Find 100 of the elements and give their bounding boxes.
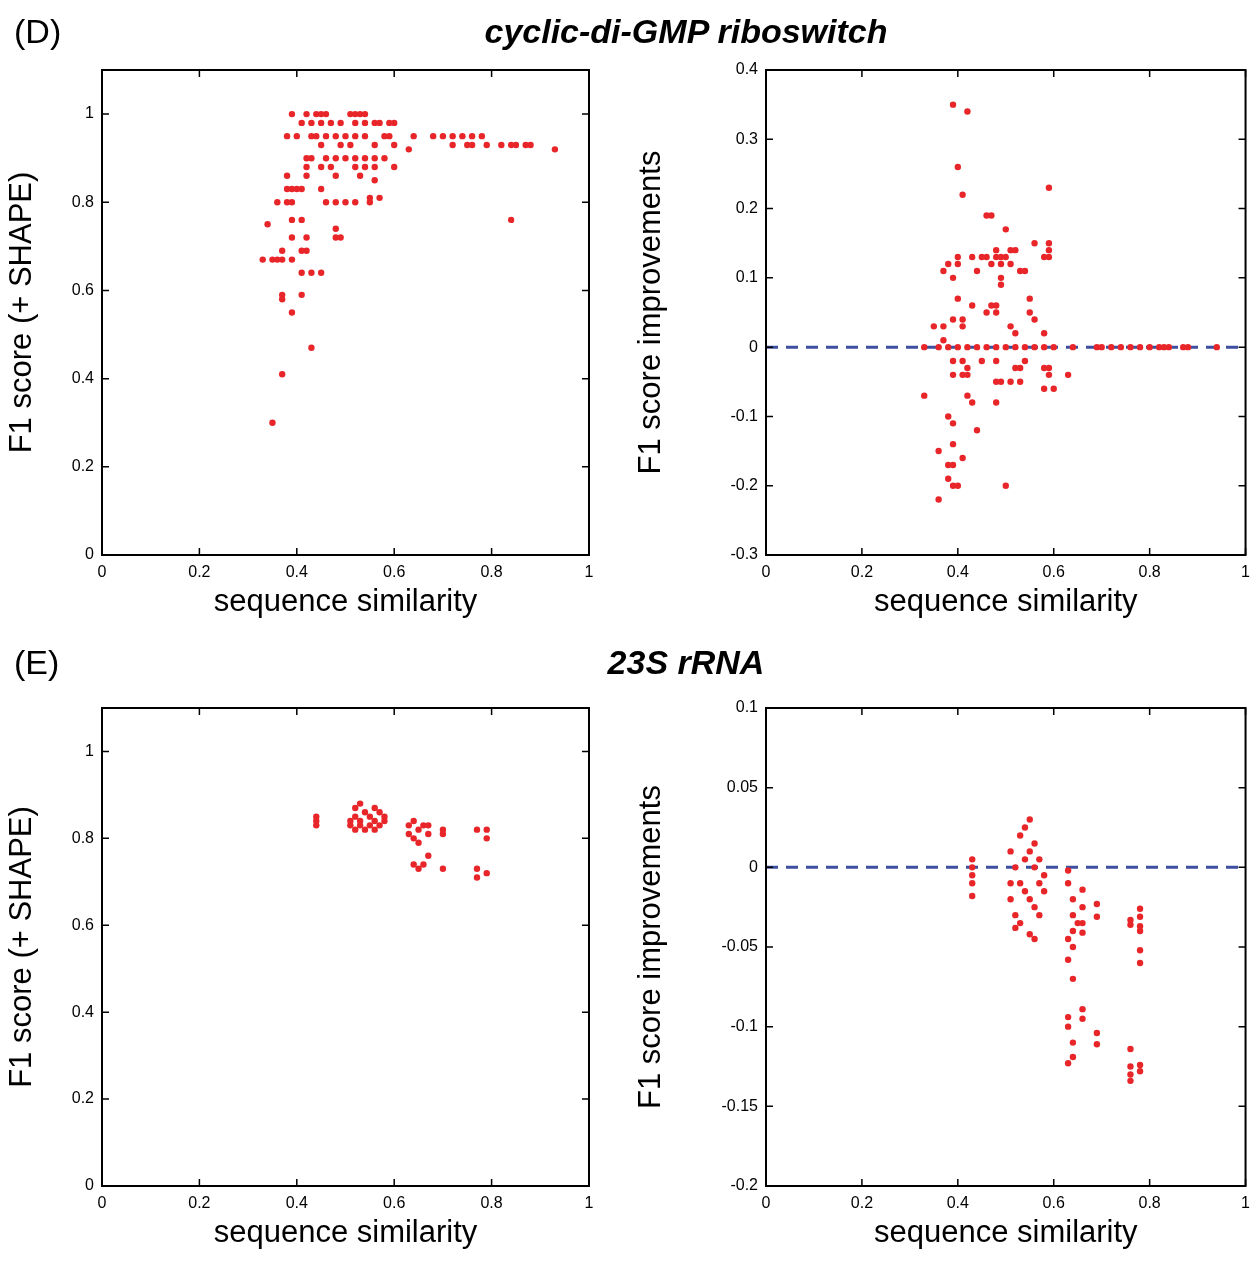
x-tick-label: 0.4 — [946, 563, 970, 581]
x-tick-label: 0 — [761, 1194, 771, 1212]
x-tick-label: 0.4 — [285, 563, 309, 581]
point — [425, 830, 432, 838]
point — [425, 822, 432, 829]
y-tick-label: 0.2 — [71, 457, 95, 475]
y-tick-label: 0.4 — [71, 369, 95, 387]
point — [371, 826, 378, 833]
y-tick-label: 0.8 — [71, 192, 95, 210]
y-tick-label: 0.6 — [71, 915, 95, 933]
y-tick-label: 0 — [85, 1176, 95, 1194]
text: (D) — [14, 12, 62, 51]
x-tick-label: 0.2 — [850, 1194, 874, 1212]
y-tick-label: 0.4 — [71, 1002, 95, 1020]
y-tick-label: 0.05 — [726, 778, 759, 796]
x-axis-title: sequence similarity — [213, 1213, 478, 1249]
y-axis-title: F1 score improvements — [632, 785, 668, 1109]
y-tick-label: 0 — [749, 337, 759, 355]
x-tick-label: 0.6 — [1042, 563, 1065, 581]
x-tick-label: 0.6 — [1042, 1194, 1065, 1212]
x-tick-label: 1 — [1241, 1194, 1251, 1212]
y-tick-label: 0.2 — [71, 1089, 95, 1107]
point — [313, 813, 320, 820]
point — [381, 813, 388, 820]
point — [366, 813, 374, 820]
x-axis-title: sequence similarity — [213, 582, 478, 618]
x-tick-label: 0.8 — [480, 563, 503, 581]
point — [356, 817, 364, 825]
y-tick-label: -0.15 — [721, 1096, 759, 1114]
point — [439, 865, 447, 872]
point — [405, 830, 413, 838]
point — [366, 822, 374, 829]
x-axis-title: sequence similarity — [873, 582, 1139, 618]
y-axis-title: F1 score (+ SHAPE) — [3, 806, 39, 1088]
y-tick-label: -0.3 — [730, 545, 759, 563]
point — [473, 865, 481, 872]
point — [361, 826, 369, 833]
y-tick-label: 0.2 — [735, 198, 759, 216]
point — [410, 861, 417, 868]
x-tick-label: 0 — [761, 563, 771, 581]
x-tick-label: 1 — [1241, 563, 1251, 581]
x-tick-label: 0.8 — [480, 1194, 503, 1212]
point — [352, 813, 359, 820]
x-tick-label: 0.8 — [1138, 563, 1161, 581]
point — [361, 809, 369, 816]
y-tick-label: 0 — [749, 857, 759, 875]
y-tick-label: -0.2 — [730, 476, 759, 494]
x-tick-label: 0.4 — [285, 1194, 309, 1212]
point — [415, 865, 422, 872]
y-tick-label: 0.8 — [71, 828, 95, 846]
x-tick-label: 0 — [97, 563, 107, 581]
y-tick-label: 0.3 — [735, 129, 759, 147]
point — [420, 861, 427, 868]
point — [376, 809, 383, 816]
y-tick-label: -0.1 — [730, 1017, 759, 1035]
point — [410, 835, 417, 842]
y-tick-label: 0.6 — [71, 280, 95, 298]
point — [483, 835, 490, 842]
x-tick-label: 0.2 — [850, 563, 874, 581]
x-tick-label: 0.2 — [188, 563, 211, 581]
point — [405, 822, 413, 829]
x-tick-label: 1 — [584, 563, 594, 581]
point — [347, 817, 354, 825]
y-axis-title: F1 score improvements — [632, 150, 668, 475]
point — [483, 869, 490, 877]
y-tick-label: 0 — [85, 545, 95, 563]
point — [352, 804, 359, 812]
point — [371, 804, 378, 812]
y-tick-label: 0.4 — [735, 60, 759, 78]
y-tick-label: -0.05 — [721, 937, 759, 955]
y-tick-label: 1 — [85, 741, 95, 759]
x-tick-label: 0.2 — [188, 1194, 211, 1212]
point — [356, 800, 364, 807]
text: cyclic-di-GMP riboswitch — [484, 12, 888, 50]
y-tick-label: -0.2 — [730, 1176, 759, 1194]
point — [483, 826, 490, 833]
x-tick-label: 0 — [97, 1194, 107, 1212]
point — [410, 817, 417, 825]
text: 23S rRNA — [607, 643, 765, 681]
x-tick-label: 0.6 — [383, 563, 406, 581]
point — [371, 817, 378, 825]
x-tick-label: 0.6 — [383, 1194, 406, 1212]
y-tick-label: 0.1 — [735, 698, 759, 716]
point — [473, 874, 481, 881]
point — [415, 839, 422, 846]
point — [415, 826, 422, 833]
text: (E) — [14, 643, 60, 682]
y-axis-title: F1 score (+ SHAPE) — [3, 171, 39, 454]
y-tick-label: 0.1 — [735, 268, 759, 286]
point — [439, 830, 447, 838]
y-tick-label: 1 — [85, 104, 95, 122]
x-tick-label: 1 — [584, 1194, 594, 1212]
y-tick-label: -0.1 — [730, 406, 759, 424]
point — [352, 826, 359, 833]
x-tick-label: 0.8 — [1138, 1194, 1161, 1212]
point — [376, 822, 383, 829]
point — [473, 826, 481, 833]
x-axis-title: sequence similarity — [873, 1213, 1139, 1249]
x-tick-label: 0.4 — [946, 1194, 970, 1212]
point — [425, 852, 432, 859]
